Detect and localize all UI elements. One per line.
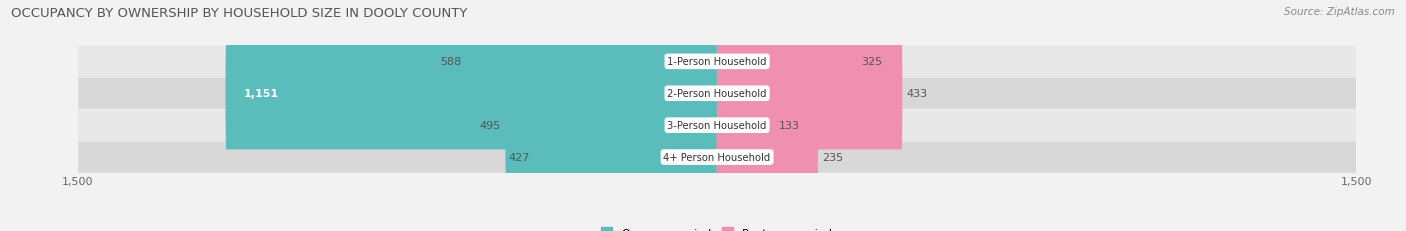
FancyBboxPatch shape (465, 6, 717, 118)
FancyBboxPatch shape (79, 142, 1355, 173)
FancyBboxPatch shape (505, 70, 717, 182)
FancyBboxPatch shape (717, 6, 856, 118)
FancyBboxPatch shape (717, 101, 818, 213)
FancyBboxPatch shape (534, 101, 717, 213)
Text: 3-Person Household: 3-Person Household (668, 121, 766, 131)
FancyBboxPatch shape (225, 38, 717, 150)
Text: 1,151: 1,151 (243, 89, 278, 99)
Text: 495: 495 (479, 121, 501, 131)
Text: 427: 427 (509, 152, 530, 162)
Text: 4+ Person Household: 4+ Person Household (664, 152, 770, 162)
Text: OCCUPANCY BY OWNERSHIP BY HOUSEHOLD SIZE IN DOOLY COUNTY: OCCUPANCY BY OWNERSHIP BY HOUSEHOLD SIZE… (11, 7, 468, 20)
FancyBboxPatch shape (717, 38, 903, 150)
FancyBboxPatch shape (717, 70, 775, 182)
Text: 133: 133 (779, 121, 800, 131)
Legend: Owner-occupied, Renter-occupied: Owner-occupied, Renter-occupied (600, 227, 834, 231)
FancyBboxPatch shape (79, 46, 1355, 78)
FancyBboxPatch shape (79, 78, 1355, 109)
Text: 588: 588 (440, 57, 461, 67)
Text: 235: 235 (823, 152, 844, 162)
Text: 2-Person Household: 2-Person Household (668, 89, 766, 99)
Text: 1-Person Household: 1-Person Household (668, 57, 766, 67)
Text: 433: 433 (907, 89, 928, 99)
FancyBboxPatch shape (79, 110, 1355, 141)
Text: 325: 325 (860, 57, 882, 67)
Text: Source: ZipAtlas.com: Source: ZipAtlas.com (1284, 7, 1395, 17)
